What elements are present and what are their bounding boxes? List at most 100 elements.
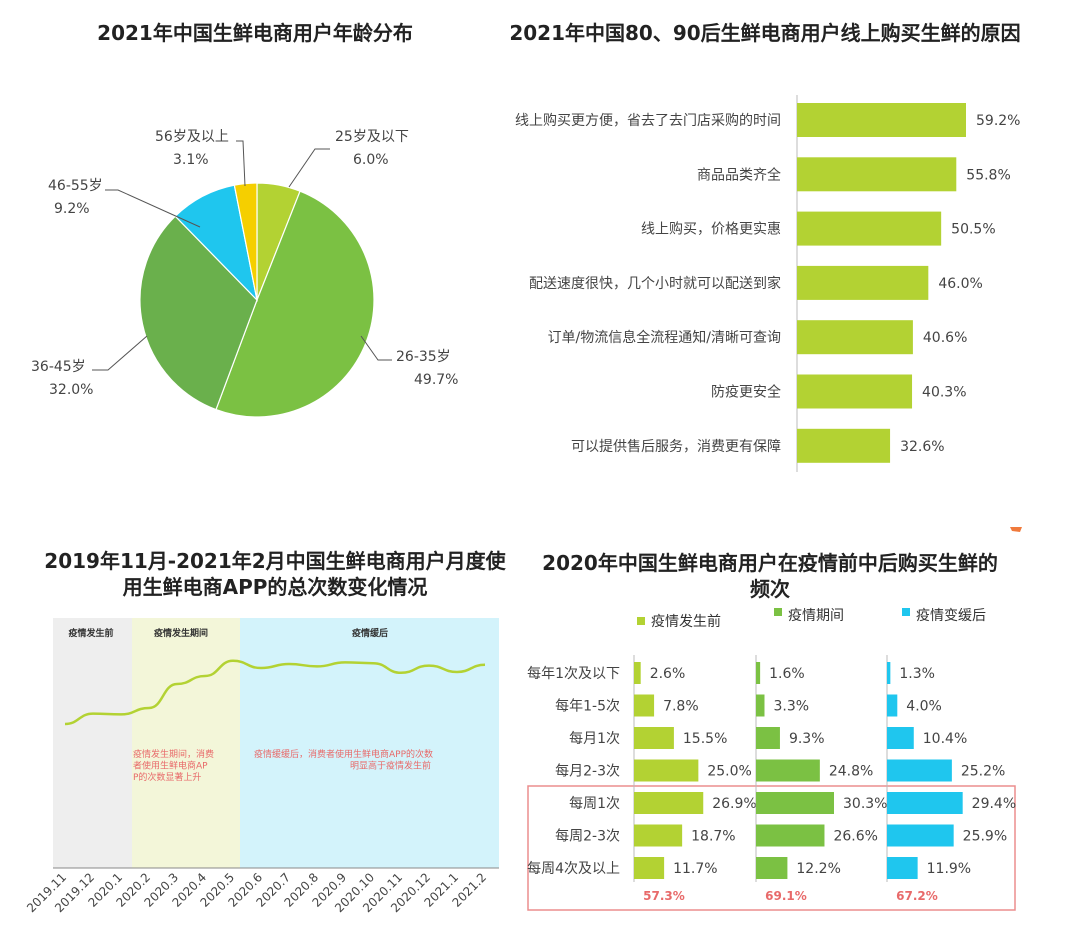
pie-slice-label: 36-45岁 bbox=[31, 359, 86, 375]
reasons-category-label: 订单/物流信息全流程通知/清晰可查询 bbox=[548, 329, 781, 346]
legend-label: 疫情变缓后 bbox=[916, 608, 986, 624]
phase-region bbox=[240, 618, 499, 868]
frequency-bar bbox=[887, 694, 898, 717]
pie-slice-value: 3.1% bbox=[173, 152, 209, 168]
usage-line bbox=[64, 659, 486, 726]
pie-chart: 25岁及以下 6.0% 26-35岁 49.7% 36-45岁 32.0% 46-55岁 9.… bbox=[31, 129, 458, 418]
frequency-bar bbox=[756, 824, 825, 847]
frequency-total-label: 67.2% bbox=[896, 889, 938, 903]
frequency-category-label: 每周4次及以上 bbox=[527, 861, 620, 877]
highlight-box bbox=[527, 785, 1016, 911]
reasons-category-label: 线上购买，价格更实惠 bbox=[641, 222, 781, 238]
annotation-line: 疫情发生期间，消费 bbox=[133, 748, 214, 760]
reasons-value-label: 50.5% bbox=[951, 222, 995, 238]
frequency-bar bbox=[634, 792, 704, 814]
frequency-bar bbox=[634, 824, 683, 847]
reasons-bar-chart: 线上购买更方便，省去了去门店采购的时间 59.2% 商品品类齐全 55.8% 线上购买，… bbox=[515, 95, 1020, 472]
pie-slice-value: 49.7% bbox=[414, 372, 458, 388]
reasons-category-label: 线上购买更方便，省去了去门店采购的时间 bbox=[515, 113, 781, 129]
reasons-value-label: 59.2% bbox=[976, 113, 1020, 129]
reasons-category-label: 配送速度很快，几个小时就可以配送到家 bbox=[529, 275, 781, 292]
frequency-value-label: 11.9% bbox=[927, 861, 971, 877]
pie-slice-label: 25岁及以下 bbox=[335, 129, 409, 145]
reasons-category-label: 商品品类齐全 bbox=[697, 166, 781, 183]
frequency-value-label: 15.5% bbox=[683, 731, 727, 747]
frequency-bar bbox=[887, 662, 891, 684]
reasons-bar bbox=[797, 320, 913, 355]
frequency-total-label: 57.3% bbox=[643, 889, 685, 903]
pie-chart-title: 2021年中国生鲜电商用户年龄分布 bbox=[97, 21, 413, 45]
frequency-total-label: 69.1% bbox=[765, 889, 807, 903]
legend-label: 疫情发生前 bbox=[651, 613, 721, 630]
orange-mark bbox=[1010, 527, 1022, 532]
frequency-chart-title: 2020年中国生鲜电商用户在疫情前中后购买生鲜的频次 bbox=[542, 551, 998, 601]
frequency-value-label: 1.6% bbox=[769, 666, 805, 682]
pie-slice-value: 9.2% bbox=[54, 201, 90, 217]
reasons-category-label: 可以提供售后服务，消费更有保障 bbox=[571, 439, 781, 455]
phase-label: 疫情发生期间 bbox=[154, 627, 208, 639]
phase-annotation: 疫情发生期间，消费者使用生鲜电商AP P的次数显著上升 bbox=[133, 748, 214, 783]
frequency-bar bbox=[634, 727, 674, 749]
pie-slice-label: 46-55岁 bbox=[48, 178, 103, 194]
phase-label: 疫情发生前 bbox=[68, 627, 113, 639]
reasons-bar bbox=[797, 103, 966, 137]
frequency-bar bbox=[756, 759, 820, 782]
frequency-category-label: 每年1次及以下 bbox=[527, 666, 620, 682]
legend-label: 疫情期间 bbox=[788, 608, 844, 624]
frequency-value-label: 30.3% bbox=[843, 796, 887, 812]
reasons-bar bbox=[797, 428, 891, 463]
frequency-category-label: 每年1-5次 bbox=[555, 699, 620, 715]
frequency-category-label: 每月1次 bbox=[569, 731, 620, 747]
pie-slice bbox=[215, 190, 375, 418]
frequency-bar bbox=[634, 759, 699, 782]
frequency-value-label: 9.3% bbox=[789, 731, 825, 747]
frequency-bar bbox=[634, 694, 655, 717]
frequency-bar bbox=[756, 727, 780, 749]
frequency-bar bbox=[634, 857, 665, 879]
frequency-bar-chart: 疫情发生前 疫情期间 疫情变缓后每年1次及以下每年1-5次每月1次每月2-3次每周1… bbox=[527, 608, 1016, 911]
pie-slice bbox=[139, 215, 258, 411]
pie-slice-label: 26-35岁 bbox=[396, 349, 451, 365]
phase-region bbox=[53, 618, 132, 868]
frequency-value-label: 29.4% bbox=[972, 796, 1016, 812]
frequency-value-label: 12.2% bbox=[796, 861, 840, 877]
frequency-value-label: 2.6% bbox=[650, 666, 686, 682]
reasons-bar bbox=[797, 211, 942, 246]
frequency-bar bbox=[756, 792, 834, 814]
annotation-line: P的次数显著上升 bbox=[133, 771, 201, 783]
frequency-value-label: 18.7% bbox=[691, 829, 735, 845]
reasons-bar bbox=[797, 157, 957, 192]
reasons-value-label: 46.0% bbox=[938, 276, 982, 292]
frequency-category-label: 每周1次 bbox=[569, 796, 620, 812]
reasons-bar bbox=[797, 374, 913, 409]
frequency-bar bbox=[887, 857, 918, 879]
frequency-value-label: 25.0% bbox=[707, 764, 751, 780]
frequency-value-label: 11.7% bbox=[673, 861, 717, 877]
frequency-value-label: 4.0% bbox=[906, 699, 942, 715]
frequency-category-label: 每周2-3次 bbox=[555, 829, 620, 845]
frequency-value-label: 7.8% bbox=[663, 699, 699, 715]
phase-label: 疫情缓后 bbox=[352, 627, 388, 639]
legend-swatch bbox=[637, 617, 645, 625]
pie-leader-line bbox=[105, 189, 201, 228]
frequency-value-label: 26.6% bbox=[833, 829, 877, 845]
pie-slice bbox=[233, 182, 258, 301]
frequency-value-label: 1.3% bbox=[899, 666, 935, 682]
frequency-category-label: 每月2-3次 bbox=[555, 764, 620, 780]
annotation-line: 者使用生鲜电商AP bbox=[133, 760, 208, 772]
reasons-value-label: 32.6% bbox=[900, 439, 944, 455]
reasons-category-label: 防疫更安全 bbox=[711, 384, 781, 401]
pie-leader-line bbox=[288, 148, 330, 188]
frequency-value-label: 24.8% bbox=[829, 764, 873, 780]
annotation-line: 明显高于疫情发生前 bbox=[350, 760, 431, 772]
reasons-value-label: 40.3% bbox=[922, 385, 966, 401]
frequency-value-label: 26.9% bbox=[712, 796, 756, 812]
phase-region bbox=[132, 618, 240, 868]
frequency-bar bbox=[756, 662, 761, 684]
legend-swatch bbox=[774, 608, 782, 616]
pie-slice-label: 56岁及以上 bbox=[155, 129, 229, 145]
line-chart-title: 2019年11月-2021年2月中国生鲜电商用户月度使用生鲜电商APP的总次数变… bbox=[44, 549, 506, 599]
reasons-chart-title: 2021年中国80、90后生鲜电商用户线上购买生鲜的原因 bbox=[509, 21, 1021, 45]
